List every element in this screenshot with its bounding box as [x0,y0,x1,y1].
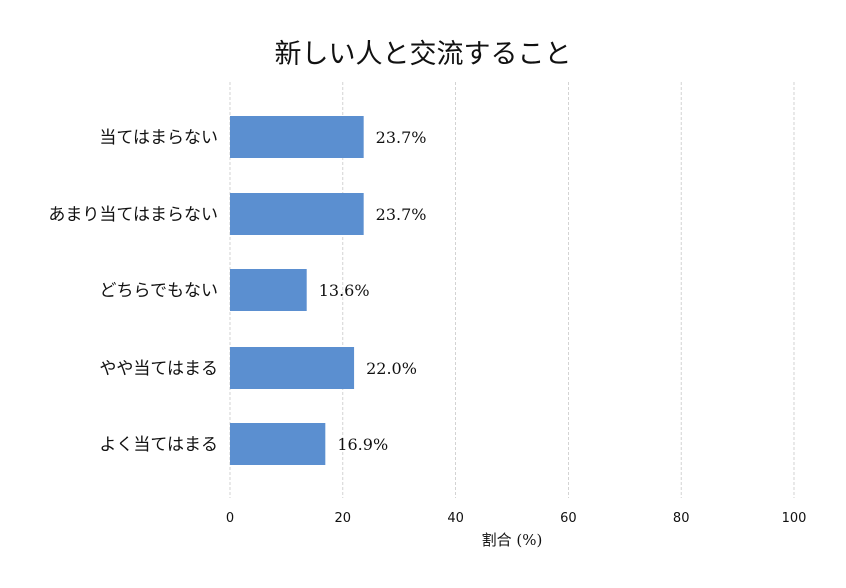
x-tick-label: 20 [335,511,352,526]
category-label: やや当てはまる [99,359,218,379]
value-label: 23.7% [376,205,427,224]
bar [230,193,364,235]
category-label: あまり当てはまらない [48,205,218,225]
x-axis-title: 割合 (%) [482,531,543,549]
category-label: どちらでもない [100,281,219,301]
category-label: よく当てはまる [99,435,218,455]
x-ticks: 0 20 40 60 80 100 [226,511,807,526]
category-label: 当てはまらない [99,128,218,148]
x-tick-label: 40 [447,511,464,526]
value-label: 16.9% [337,435,388,454]
bar [230,347,355,389]
bar [230,423,326,465]
value-label: 23.7% [376,128,427,147]
x-tick-label: 60 [560,511,577,526]
x-tick-label: 80 [673,511,690,526]
chart-title: 新しい人と交流すること [274,39,572,70]
x-tick-label: 0 [226,511,234,526]
bars [230,116,364,465]
bar [230,116,364,158]
bar [230,269,307,311]
labels: 当てはまらない 23.7% あまり当てはまらない 23.7% どちらでもない 13.6% や… [48,128,426,455]
x-tick-label: 100 [782,511,807,526]
value-label: 13.6% [319,281,370,300]
value-label: 22.0% [366,359,417,378]
